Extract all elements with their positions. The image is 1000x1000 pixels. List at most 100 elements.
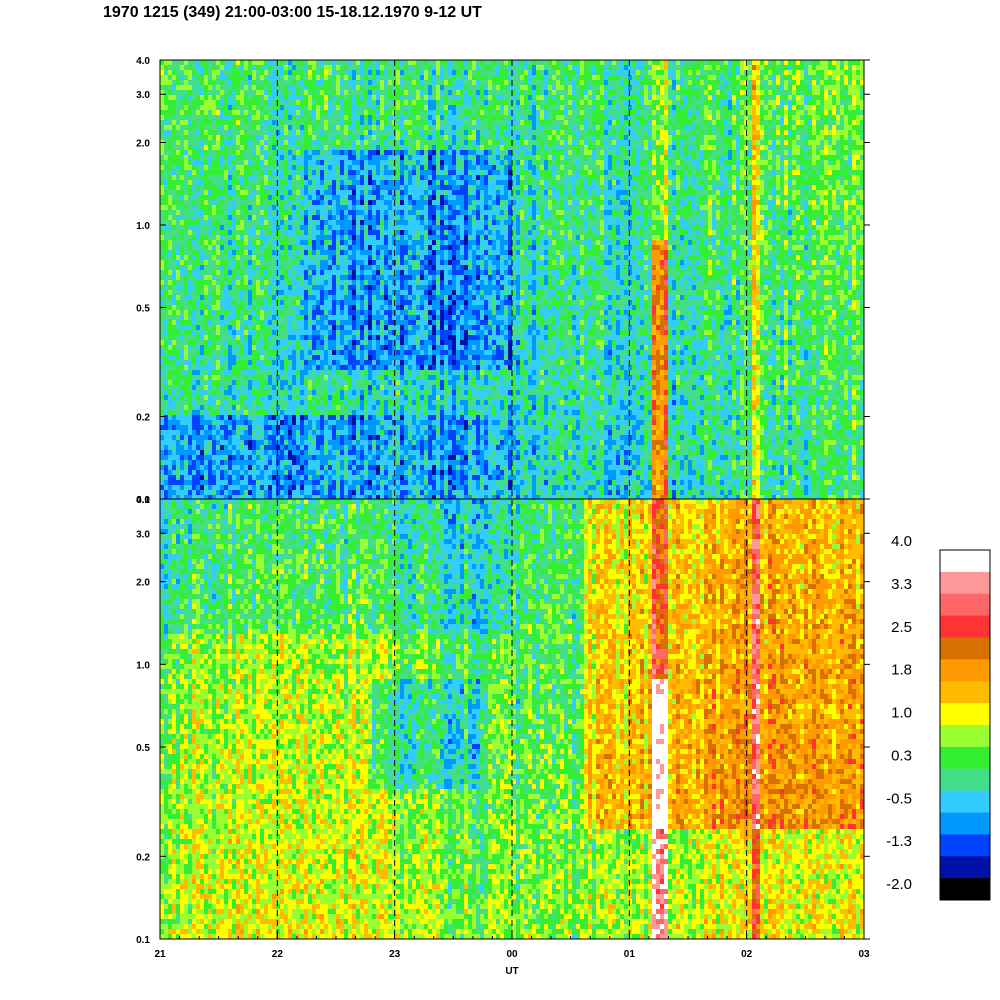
heatmap-cell — [344, 100, 349, 106]
heatmap-cell — [188, 415, 193, 421]
heatmap-cell — [168, 360, 173, 366]
heatmap-cell — [316, 410, 321, 416]
heatmap-cell — [312, 285, 317, 291]
heatmap-cell — [232, 375, 237, 381]
heatmap-cell — [280, 490, 285, 496]
heatmap-cell — [372, 470, 377, 476]
heatmap-cell — [356, 180, 361, 186]
heatmap-cell — [376, 225, 381, 231]
heatmap-cell — [268, 115, 273, 121]
heatmap-cell — [240, 80, 245, 86]
heatmap-cell — [220, 360, 225, 366]
heatmap-cell — [364, 65, 369, 71]
heatmap-cell — [312, 415, 317, 421]
heatmap-cell — [288, 175, 293, 181]
heatmap-cell — [312, 405, 317, 411]
heatmap-cell — [304, 490, 309, 496]
heatmap-cell — [228, 375, 233, 381]
heatmap-cell — [240, 420, 245, 426]
heatmap-cell — [276, 80, 281, 86]
heatmap-cell — [180, 220, 185, 226]
heatmap-cell — [296, 115, 301, 121]
heatmap-cell — [176, 370, 181, 376]
heatmap-cell — [376, 185, 381, 191]
heatmap-cell — [240, 265, 245, 271]
heatmap-cell — [364, 410, 369, 416]
heatmap-cell — [212, 255, 217, 261]
heatmap-cell — [208, 370, 213, 376]
heatmap-cell — [364, 340, 369, 346]
heatmap-cell — [356, 310, 361, 316]
heatmap-cell — [176, 250, 181, 256]
heatmap-cell — [376, 100, 381, 106]
heatmap-cell — [268, 355, 273, 361]
heatmap-cell — [276, 335, 281, 341]
heatmap-cell — [252, 155, 257, 161]
heatmap-cell — [204, 415, 209, 421]
heatmap-cell — [260, 135, 265, 141]
heatmap-cell — [384, 295, 389, 301]
heatmap-cell — [196, 390, 201, 396]
heatmap-cell — [312, 230, 317, 236]
heatmap-cell — [280, 155, 285, 161]
heatmap-cell — [208, 410, 213, 416]
heatmap-cell — [344, 420, 349, 426]
heatmap-cell — [248, 275, 253, 281]
heatmap-cell — [348, 335, 353, 341]
heatmap-cell — [372, 65, 377, 71]
heatmap-cell — [372, 290, 377, 296]
heatmap-cell — [328, 490, 333, 496]
heatmap-cell — [332, 405, 337, 411]
heatmap-cell — [360, 480, 365, 486]
heatmap-cell — [332, 135, 337, 141]
heatmap-cell — [220, 285, 225, 291]
heatmap-cell — [200, 295, 205, 301]
heatmap-cell — [164, 385, 169, 391]
heatmap-cell — [244, 215, 249, 221]
heatmap-cell — [176, 280, 181, 286]
heatmap-cell — [328, 385, 333, 391]
heatmap-cell — [216, 170, 221, 176]
heatmap-cell — [268, 260, 273, 266]
heatmap-cell — [240, 145, 245, 151]
heatmap-cell — [192, 455, 197, 461]
heatmap-cell — [216, 115, 221, 121]
heatmap-cell — [352, 115, 357, 121]
heatmap-cell — [216, 265, 221, 271]
heatmap-cell — [312, 65, 317, 71]
heatmap-cell — [344, 200, 349, 206]
heatmap-cell — [324, 415, 329, 421]
heatmap-cell — [180, 70, 185, 76]
heatmap-cell — [216, 495, 221, 499]
heatmap-cell — [252, 175, 257, 181]
heatmap-cell — [196, 240, 201, 246]
heatmap-cell — [208, 140, 213, 146]
heatmap-cell — [356, 345, 361, 351]
heatmap-cell — [316, 420, 321, 426]
heatmap-cell — [312, 425, 317, 431]
heatmap-cell — [272, 65, 277, 71]
heatmap-cell — [260, 375, 265, 381]
heatmap-cell — [284, 340, 289, 346]
heatmap-cell — [276, 145, 281, 151]
heatmap-cell — [312, 265, 317, 271]
heatmap-cell — [196, 345, 201, 351]
heatmap-cell — [320, 390, 325, 396]
heatmap-cell — [188, 345, 193, 351]
heatmap-cell — [348, 80, 353, 86]
heatmap-cell — [376, 360, 381, 366]
heatmap-cell — [256, 90, 261, 96]
heatmap-cell — [292, 210, 297, 216]
heatmap-cell — [260, 185, 265, 191]
heatmap-cell — [276, 175, 281, 181]
heatmap-cell — [344, 235, 349, 241]
heatmap-cell — [304, 400, 309, 406]
heatmap-cell — [224, 350, 229, 356]
heatmap-cell — [240, 90, 245, 96]
heatmap-cell — [372, 360, 377, 366]
heatmap-cell — [256, 130, 261, 136]
heatmap-cell — [200, 425, 205, 431]
heatmap-cell — [308, 115, 313, 121]
heatmap-cell — [276, 315, 281, 321]
heatmap-cell — [284, 335, 289, 341]
